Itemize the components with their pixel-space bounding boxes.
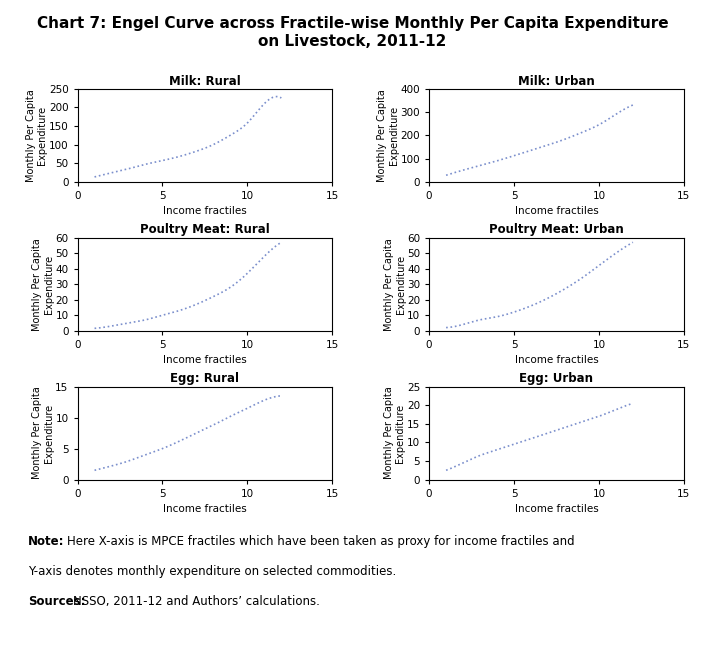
Text: Here X-axis is MPCE fractiles which have been taken as proxy for income fractile: Here X-axis is MPCE fractiles which have… <box>67 535 575 549</box>
Y-axis label: Monthly Per Capita
Expenditure: Monthly Per Capita Expenditure <box>384 387 405 480</box>
Y-axis label: Monthly Per Capita
Expenditure: Monthly Per Capita Expenditure <box>32 387 54 480</box>
Title: Poultry Meat: Urban: Poultry Meat: Urban <box>489 223 624 237</box>
Y-axis label: Monthly Per Capita
Expenditure: Monthly Per Capita Expenditure <box>377 89 399 181</box>
X-axis label: Income fractiles: Income fractiles <box>163 504 247 514</box>
Title: Milk: Rural: Milk: Rural <box>169 74 241 87</box>
Text: Note:: Note: <box>28 535 65 549</box>
Text: Y-axis denotes monthly expenditure on selected commodities.: Y-axis denotes monthly expenditure on se… <box>28 565 396 578</box>
Y-axis label: Monthly Per Capita
Expenditure: Monthly Per Capita Expenditure <box>384 238 405 330</box>
Title: Egg: Urban: Egg: Urban <box>520 373 594 386</box>
Text: Chart 7: Engel Curve across Fractile-wise Monthly Per Capita Expenditure
on Live: Chart 7: Engel Curve across Fractile-wis… <box>37 16 668 49</box>
X-axis label: Income fractiles: Income fractiles <box>515 355 599 365</box>
X-axis label: Income fractiles: Income fractiles <box>163 206 247 216</box>
Title: Egg: Rural: Egg: Rural <box>171 373 240 386</box>
X-axis label: Income fractiles: Income fractiles <box>515 504 599 514</box>
Text: NSSO, 2011-12 and Authors’ calculations.: NSSO, 2011-12 and Authors’ calculations. <box>73 595 320 608</box>
Text: Sources:: Sources: <box>28 595 86 608</box>
Y-axis label: Monthly Per Capita
Expenditure: Monthly Per Capita Expenditure <box>32 238 54 330</box>
X-axis label: Income fractiles: Income fractiles <box>515 206 599 216</box>
X-axis label: Income fractiles: Income fractiles <box>163 355 247 365</box>
Title: Milk: Urban: Milk: Urban <box>518 74 595 87</box>
Title: Poultry Meat: Rural: Poultry Meat: Rural <box>140 223 270 237</box>
Y-axis label: Monthly Per Capita
Expenditure: Monthly Per Capita Expenditure <box>26 89 47 181</box>
